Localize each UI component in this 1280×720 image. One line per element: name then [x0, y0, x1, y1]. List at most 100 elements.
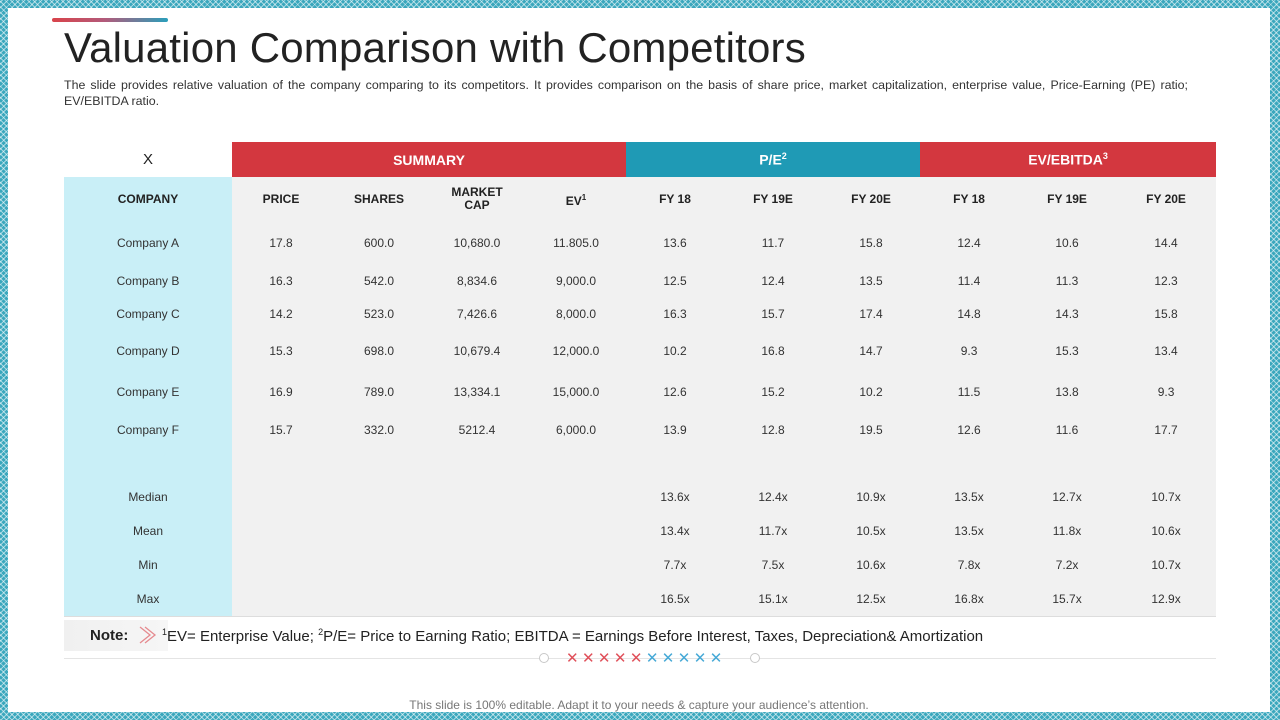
- table-cell: 15.3: [232, 330, 330, 372]
- table-row: Company E 16.9 789.0 13,334.1 15,000.0 1…: [64, 372, 1217, 412]
- footer-divider: [64, 658, 1216, 659]
- table-cell: 10.6x: [822, 548, 921, 582]
- column-header-pe-fy18: FY 18: [626, 177, 724, 221]
- table-cell: 16.9: [232, 372, 330, 412]
- table-cell: 19.5: [822, 412, 921, 448]
- table-cell: 14.3: [1018, 297, 1117, 330]
- table-cell: 15.8: [822, 221, 921, 264]
- group-header-ev-ebitda: EV/EBITDA3: [920, 142, 1217, 177]
- valuation-table: X SUMMARY P/E2 EV/EBITDA3 COMPANY PRICE …: [64, 142, 1217, 617]
- table-cell: 11.3: [1018, 264, 1117, 297]
- column-header-row: COMPANY PRICE SHARES MARKET CAP EV1 FY 18…: [64, 177, 1217, 221]
- table-cell: 12.4: [920, 221, 1019, 264]
- table-cell: 13.8: [1018, 372, 1117, 412]
- table-cell: 7.7x: [626, 548, 724, 582]
- table-cell: 7,426.6: [428, 297, 526, 330]
- table-cell: 17.7: [1116, 412, 1217, 448]
- column-header-price: PRICE: [232, 177, 330, 221]
- table-cell: 542.0: [330, 264, 428, 297]
- column-header-ev-fy20e: FY 20E: [1116, 177, 1217, 221]
- table-cell: 15,000.0: [526, 372, 626, 412]
- table-cell: 6,000.0: [526, 412, 626, 448]
- table-cell: 7.2x: [1018, 548, 1117, 582]
- table-cell: 9.3: [920, 330, 1019, 372]
- column-header-pe-fy19e: FY 19E: [724, 177, 822, 221]
- table-cell: 15.3: [1018, 330, 1117, 372]
- table-cell: 13.6x: [626, 480, 724, 514]
- table-row: Company B 16.3 542.0 8,834.6 9,000.0 12.…: [64, 264, 1217, 297]
- table-cell: 9.3: [1116, 372, 1217, 412]
- divider-circle-icon: [750, 653, 760, 663]
- column-header-market-cap: MARKET CAP: [428, 177, 526, 221]
- table-cell: 10,679.4: [428, 330, 526, 372]
- table-row: Company C 14.2 523.0 7,426.6 8,000.0 16.…: [64, 297, 1217, 330]
- table-cell: 7.8x: [920, 548, 1019, 582]
- table-cell: 8,834.6: [428, 264, 526, 297]
- table-cell: 12.4: [724, 264, 822, 297]
- table-cell: 13.5x: [920, 480, 1019, 514]
- table-cell: 10.9x: [822, 480, 921, 514]
- group-header-summary: SUMMARY: [232, 142, 626, 177]
- page-title: Valuation Comparison with Competitors: [64, 24, 806, 71]
- table-cell: 10.7x: [1116, 480, 1217, 514]
- table-cell: 10.2: [822, 372, 921, 412]
- column-header-pe-fy20e: FY 20E: [822, 177, 921, 221]
- table-cell: 14.4: [1116, 221, 1217, 264]
- table-cell: 523.0: [330, 297, 428, 330]
- stat-row-mean: Mean 13.4x 11.7x 10.5x 13.5x 11.8x 10.6x: [64, 514, 1217, 548]
- company-name: Company C: [64, 297, 232, 330]
- table-cell: 10.5x: [822, 514, 921, 548]
- group-header-pe: P/E2: [626, 142, 921, 177]
- table-cell: 14.2: [232, 297, 330, 330]
- stat-row-min: Min 7.7x 7.5x 10.6x 7.8x 7.2x 10.7x: [64, 548, 1217, 582]
- table-cell: 14.7: [822, 330, 921, 372]
- table-cell: 12.5x: [822, 582, 921, 617]
- table-cell: 11.4: [920, 264, 1019, 297]
- page-subtitle: The slide provides relative valuation of…: [64, 78, 1188, 108]
- note-text: 1EV= Enterprise Value; 2P/E= Price to Ea…: [162, 627, 984, 645]
- table-cell: 15.8: [1116, 297, 1217, 330]
- table-cell: 12.6: [626, 372, 724, 412]
- table-cell: 15.7: [232, 412, 330, 448]
- table-cell: 11.8x: [1018, 514, 1117, 548]
- table-row: Company A 17.8 600.0 10,680.0 11.805.0 1…: [64, 221, 1217, 264]
- table-cell: 16.8: [724, 330, 822, 372]
- table-cell: 13.6: [626, 221, 724, 264]
- table-cell: 16.3: [232, 264, 330, 297]
- table-cell: 11.6: [1018, 412, 1117, 448]
- table-cell: 13.4: [1116, 330, 1217, 372]
- column-header-company: COMPANY: [64, 177, 232, 221]
- table-cell: 600.0: [330, 221, 428, 264]
- table-cell: 16.3: [626, 297, 724, 330]
- stat-label: Median: [64, 480, 232, 514]
- divider-circle-icon: [539, 653, 549, 663]
- column-header-ev-fy18: FY 18: [920, 177, 1019, 221]
- table-cell: 8,000.0: [526, 297, 626, 330]
- company-name: Company F: [64, 412, 232, 448]
- table-cell: 11.805.0: [526, 221, 626, 264]
- table-cell: 15.7: [724, 297, 822, 330]
- table-cell: 12.9x: [1116, 582, 1217, 617]
- table-cell: 7.5x: [724, 548, 822, 582]
- group-header-x: X: [64, 142, 232, 177]
- stat-label: Mean: [64, 514, 232, 548]
- table-cell: 11.7x: [724, 514, 822, 548]
- table-cell: 11.7: [724, 221, 822, 264]
- table-cell: 12,000.0: [526, 330, 626, 372]
- table-cell: 10.7x: [1116, 548, 1217, 582]
- table-cell: 12.7x: [1018, 480, 1117, 514]
- stat-row-median: Median 13.6x 12.4x 10.9x 13.5x 12.7x 10.…: [64, 480, 1217, 514]
- spacer-row: [64, 448, 1217, 480]
- table-cell: 9,000.0: [526, 264, 626, 297]
- table-row: Company D 15.3 698.0 10,679.4 12,000.0 1…: [64, 330, 1217, 372]
- table-cell: 698.0: [330, 330, 428, 372]
- table-cell: 16.8x: [920, 582, 1019, 617]
- table-cell: 12.5: [626, 264, 724, 297]
- column-header-ev: EV1: [526, 177, 626, 221]
- table-cell: 12.3: [1116, 264, 1217, 297]
- table-cell: 12.6: [920, 412, 1019, 448]
- stat-label: Max: [64, 582, 232, 617]
- table-cell: 15.1x: [724, 582, 822, 617]
- table-cell: 13.9: [626, 412, 724, 448]
- table-cell: 15.2: [724, 372, 822, 412]
